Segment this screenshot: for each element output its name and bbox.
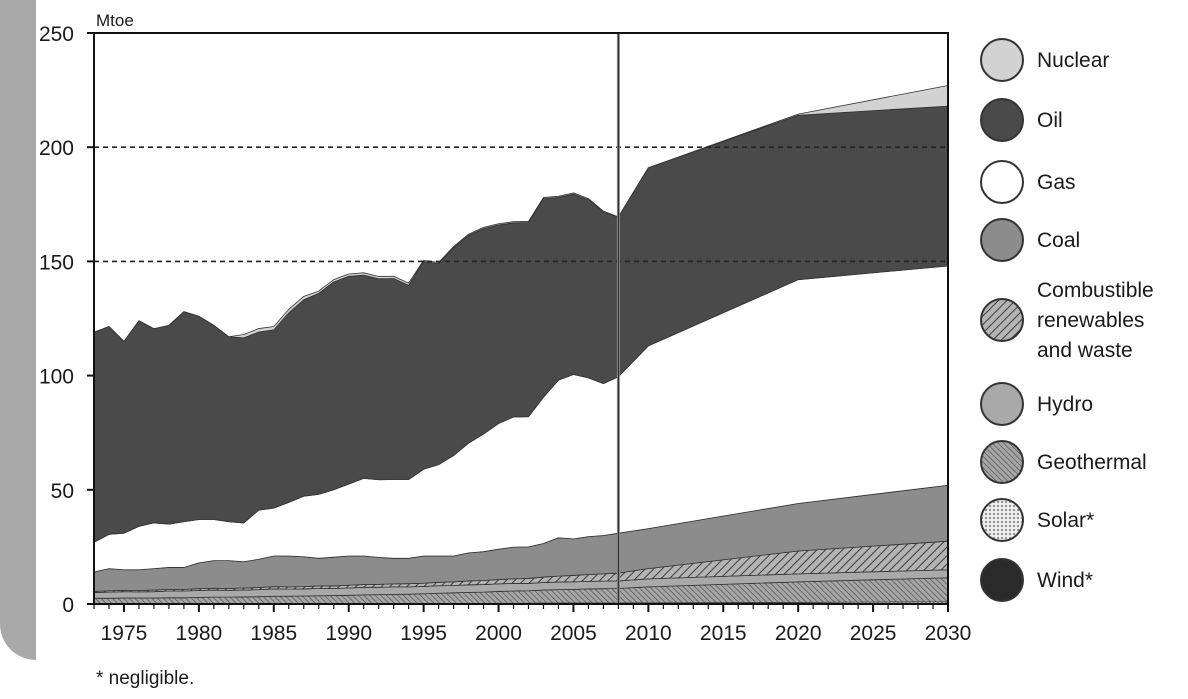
legend-label-hydro: Hydro — [1037, 393, 1093, 416]
footnote: * negligible. — [96, 668, 195, 689]
x-tick-label-1995: 1995 — [400, 622, 447, 645]
legend-swatch-hydro — [980, 382, 1024, 426]
legend-label-geothermal: Geothermal — [1037, 451, 1147, 474]
legend-label-combustible-renewables-and-waste-0: Combustible — [1037, 279, 1154, 302]
y-tick-label-0: 0 — [62, 594, 74, 617]
y-tick-label-50: 50 — [51, 480, 74, 503]
plot-frame — [93, 32, 949, 605]
x-tick-label-2015: 2015 — [700, 622, 747, 645]
y-tick-label-250: 250 — [39, 23, 74, 46]
legend-swatch-combustible-renewables-and-waste — [980, 298, 1024, 342]
legend-label-gas: Gas — [1037, 171, 1076, 194]
legend-swatch-gas — [980, 160, 1024, 204]
x-tick-label-1975: 1975 — [101, 622, 148, 645]
x-tick-label-2030: 2030 — [925, 622, 972, 645]
y-tick-label-100: 100 — [39, 366, 74, 389]
legend-label-oil: Oil — [1037, 109, 1063, 132]
legend-swatch-nuclear — [980, 38, 1024, 82]
legend-label-combustible-renewables-and-waste-2: and waste — [1037, 339, 1133, 362]
x-tick-label-1985: 1985 — [250, 622, 297, 645]
legend-swatch-geothermal — [980, 440, 1024, 484]
legend-label-nuclear: Nuclear — [1037, 49, 1109, 72]
x-tick-label-2020: 2020 — [775, 622, 822, 645]
x-tick-label-2010: 2010 — [625, 622, 672, 645]
x-tick-label-2005: 2005 — [550, 622, 597, 645]
y-tick-label-150: 150 — [39, 251, 74, 274]
y-tick-label-200: 200 — [39, 137, 74, 160]
legend-label-coal: Coal — [1037, 229, 1080, 252]
left-decorative-tab — [0, 0, 36, 660]
legend: Nuclear Oil Gas Coal Combustible renewables an… — [980, 38, 1154, 602]
legend-label-combustible-renewables-and-waste-1: renewables — [1037, 309, 1144, 332]
x-tick-label-2000: 2000 — [475, 622, 522, 645]
y-axis-unit-label: Mtoe — [96, 11, 134, 30]
legend-swatch-wind — [980, 558, 1024, 602]
legend-swatch-solar — [980, 498, 1024, 542]
legend-swatch-oil — [980, 98, 1024, 142]
legend-label-wind: Wind* — [1037, 569, 1093, 592]
stacked-areas — [93, 85, 949, 605]
gridlines — [94, 33, 948, 604]
x-tick-label-2025: 2025 — [850, 622, 897, 645]
axes: 0 50 100 150 200 250 1975 1980 1985 1990 1995 2000 2… — [39, 11, 971, 645]
legend-swatch-coal — [980, 218, 1024, 262]
x-tick-label-1980: 1980 — [176, 622, 223, 645]
x-tick-label-1990: 1990 — [325, 622, 372, 645]
legend-label-solar: Solar* — [1037, 509, 1094, 532]
